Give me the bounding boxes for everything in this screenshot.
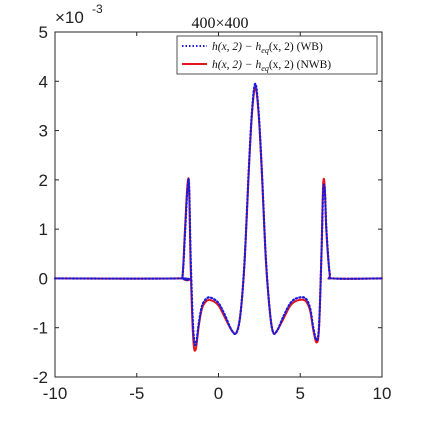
legend-label-wb: h(x, 2) − heq(x, 2) (WB) [212, 41, 323, 55]
y-tick-label: -1 [33, 319, 48, 338]
y-tick-label: 1 [39, 220, 48, 239]
legend-box [176, 35, 378, 75]
y-tick-labels: -2 -1 0 1 2 3 4 5 [33, 23, 48, 387]
x-tick-label: 0 [214, 384, 223, 403]
y-tick-label: 2 [39, 171, 48, 190]
y-tick-label: 5 [39, 23, 48, 42]
series-layer [53, 82, 384, 352]
y-tick-label: -2 [33, 368, 48, 387]
plot-area [54, 31, 383, 378]
x-tick-label: -10 [43, 384, 68, 403]
x-tick-label: 5 [296, 384, 305, 403]
x-tick-label: 10 [373, 384, 392, 403]
y-tick-label: 4 [39, 72, 48, 91]
y-multiplier: ×10 -3 [55, 2, 103, 27]
x-tick-labels: -10 -5 0 5 10 [43, 384, 392, 403]
legend: h(x, 2) − heq(x, 2) (WB) h(x, 2) − heq(x… [176, 35, 378, 75]
axis-ticks [54, 31, 383, 378]
y-tick-label: 3 [39, 122, 48, 141]
series-line-wb [53, 82, 384, 347]
y-multiplier-base: ×10 [55, 8, 84, 27]
y-multiplier-exponent: -3 [92, 2, 103, 16]
legend-label-nwb: h(x, 2) − heq(x, 2) (NWB) [212, 59, 331, 73]
x-tick-label: -5 [129, 384, 144, 403]
y-tick-label: 0 [39, 269, 48, 288]
chart-title: 400×400 [191, 15, 248, 32]
